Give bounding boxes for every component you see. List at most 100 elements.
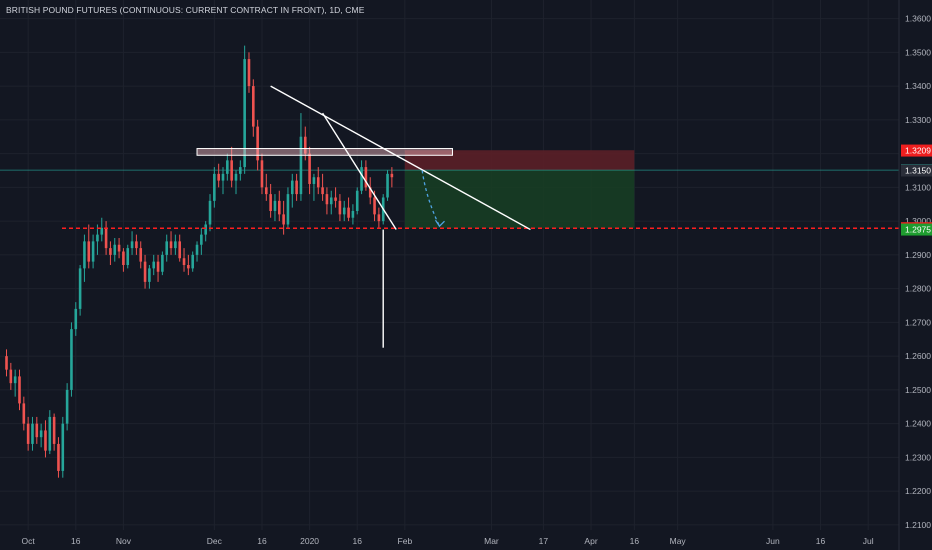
candle-body bbox=[347, 207, 350, 218]
candle-body bbox=[5, 356, 8, 370]
candle bbox=[31, 416, 34, 451]
candle bbox=[130, 231, 134, 255]
candle-body bbox=[182, 258, 186, 265]
candle-body bbox=[70, 329, 73, 390]
candle bbox=[377, 207, 381, 228]
candle-body bbox=[355, 190, 359, 211]
candle-body bbox=[386, 173, 389, 198]
candle-body bbox=[148, 268, 151, 282]
candle-body bbox=[187, 265, 190, 269]
candle bbox=[355, 187, 359, 215]
price-tag-label: 1.3209 bbox=[905, 146, 931, 156]
candle bbox=[78, 265, 82, 316]
candle bbox=[143, 254, 147, 289]
candle bbox=[148, 265, 151, 289]
time-tick-label: 16 bbox=[71, 536, 81, 546]
candle bbox=[35, 416, 39, 444]
time-tick-label: Dec bbox=[207, 536, 223, 546]
candle bbox=[277, 190, 281, 222]
candle bbox=[100, 217, 104, 242]
candle-body bbox=[265, 187, 268, 195]
candle-body bbox=[139, 248, 143, 262]
time-tick-label: Mar bbox=[484, 536, 499, 546]
candle bbox=[256, 119, 259, 171]
price-tick-label: 1.2200 bbox=[905, 486, 931, 496]
candle bbox=[230, 146, 233, 188]
candle-body bbox=[78, 268, 82, 309]
candle bbox=[265, 173, 268, 201]
candle-body bbox=[256, 126, 259, 161]
candle bbox=[5, 349, 8, 377]
candle-body bbox=[44, 430, 47, 451]
price-tag-label: 1.3150 bbox=[905, 165, 931, 175]
candle bbox=[204, 221, 207, 242]
price-tag: 1.3209 bbox=[901, 144, 932, 157]
candle bbox=[139, 241, 143, 269]
candle bbox=[269, 183, 272, 218]
candle-body bbox=[213, 173, 216, 201]
candle bbox=[135, 234, 138, 255]
time-tick-label: 16 bbox=[352, 536, 362, 546]
candle bbox=[208, 194, 212, 232]
price-tag-label: 1.2975 bbox=[905, 225, 931, 235]
candle bbox=[364, 160, 368, 191]
price-tick-label: 1.3600 bbox=[905, 14, 931, 24]
candle-body bbox=[269, 194, 272, 211]
candle-body bbox=[174, 241, 177, 249]
candle bbox=[9, 362, 13, 390]
candle bbox=[91, 234, 95, 269]
price-tick-label: 1.2400 bbox=[905, 419, 931, 429]
candle-body bbox=[373, 197, 376, 215]
price-tick-label: 1.3500 bbox=[905, 47, 931, 57]
candle bbox=[252, 79, 255, 137]
candle-body bbox=[122, 251, 125, 265]
price-tick-label: 1.2100 bbox=[905, 520, 931, 530]
candle-body bbox=[368, 187, 372, 198]
candle bbox=[156, 254, 160, 282]
candle-body bbox=[308, 153, 311, 184]
time-tick-label: May bbox=[670, 536, 687, 546]
take-profit-zone bbox=[404, 170, 635, 229]
time-tick-label: Apr bbox=[584, 536, 597, 546]
candle-body bbox=[252, 86, 255, 127]
price-tick-label: 1.2700 bbox=[905, 317, 931, 327]
price-tick-label: 1.3400 bbox=[905, 81, 931, 91]
candle bbox=[290, 173, 294, 208]
price-tick-label: 1.3000 bbox=[905, 216, 931, 226]
candle bbox=[113, 237, 117, 262]
candle-body bbox=[351, 210, 355, 218]
candle bbox=[321, 173, 324, 201]
candle-body bbox=[113, 244, 117, 255]
time-tick-label: Jul bbox=[863, 536, 874, 546]
candle-body bbox=[130, 241, 134, 249]
time-tick-label: Feb bbox=[398, 536, 413, 546]
candle bbox=[213, 167, 216, 208]
candle bbox=[122, 248, 125, 272]
candle bbox=[200, 227, 203, 255]
candle bbox=[282, 200, 285, 235]
time-tick-label: 16 bbox=[257, 536, 267, 546]
trendline bbox=[270, 85, 531, 231]
candle bbox=[22, 396, 26, 431]
candle bbox=[329, 190, 333, 215]
candle-body bbox=[299, 136, 303, 195]
candle-body bbox=[100, 227, 104, 235]
candle-body bbox=[342, 207, 346, 215]
candle-body bbox=[329, 197, 333, 205]
candle bbox=[386, 170, 389, 201]
candle-body bbox=[234, 173, 238, 181]
candle bbox=[239, 160, 242, 181]
price-tag-background bbox=[901, 144, 932, 157]
price-tick-label: 1.2900 bbox=[905, 250, 931, 260]
candle-body bbox=[161, 254, 164, 272]
price-axis: 1.36001.35001.34001.33001.32001.31001.30… bbox=[898, 0, 932, 550]
candle-body bbox=[290, 180, 294, 195]
price-tick-label: 1.3300 bbox=[905, 115, 931, 125]
price-tag: 1.2975 bbox=[901, 223, 932, 236]
candle-body bbox=[316, 177, 320, 188]
candle bbox=[191, 251, 194, 272]
price-tick-label: 1.2300 bbox=[905, 452, 931, 462]
